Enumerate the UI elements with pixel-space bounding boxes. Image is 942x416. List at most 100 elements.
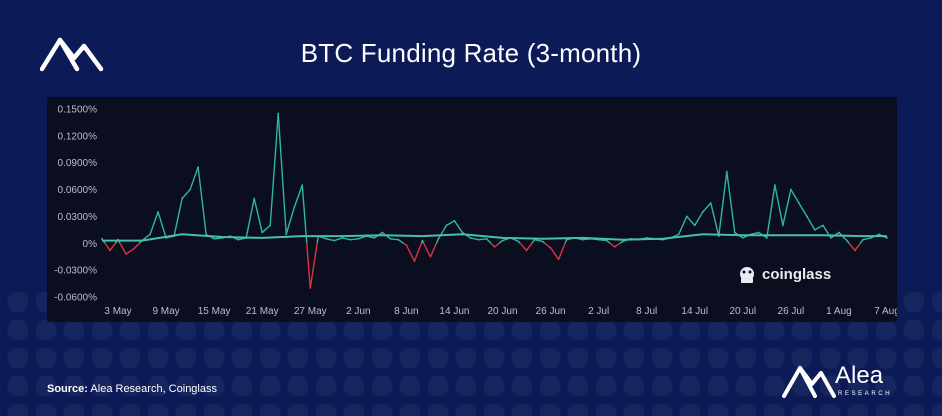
funding-rate-segment xyxy=(854,242,861,251)
funding-rate-segment xyxy=(694,211,704,226)
funding-rate-segment xyxy=(453,220,464,233)
funding-rate-segment xyxy=(678,216,688,235)
funding-rate-point xyxy=(261,231,264,234)
funding-rate-segment xyxy=(133,242,140,250)
funding-rate-segment xyxy=(214,237,223,240)
funding-rate-segment xyxy=(309,243,318,289)
x-tick-label: 2 Jun xyxy=(346,306,370,317)
funding-rate-point xyxy=(693,224,696,227)
funding-rate-point xyxy=(293,206,296,209)
funding-rate-segment xyxy=(557,243,566,260)
funding-rate-point xyxy=(357,237,360,240)
funding-rate-point xyxy=(846,239,848,242)
funding-rate-segment xyxy=(798,202,808,217)
funding-rate-segment xyxy=(686,215,696,226)
funding-rate-point xyxy=(613,245,616,248)
funding-rate-point xyxy=(469,237,472,239)
funding-rate-point xyxy=(389,237,392,240)
funding-rate-point xyxy=(421,239,424,242)
funding-rate-segment xyxy=(544,242,552,249)
funding-rate-point xyxy=(677,233,680,236)
funding-rate-segment xyxy=(245,198,255,239)
funding-rate-point xyxy=(581,238,584,241)
funding-rate-point xyxy=(838,231,840,234)
funding-rate-point xyxy=(237,238,240,241)
funding-rate-segment xyxy=(277,113,287,235)
x-tick-label: 14 Jun xyxy=(439,306,469,317)
funding-rate-point xyxy=(397,238,400,241)
funding-rate-segment xyxy=(334,237,343,242)
funding-rate-segment xyxy=(848,242,856,251)
funding-rate-point xyxy=(781,224,784,227)
funding-rate-segment xyxy=(726,171,736,233)
x-tick-label: 1 Aug xyxy=(826,306,852,317)
funding-rate-segment xyxy=(261,224,271,234)
funding-rate-point xyxy=(485,237,488,240)
funding-rate-point xyxy=(149,233,151,236)
funding-rate-segment xyxy=(173,198,183,237)
funding-rate-point xyxy=(301,184,304,186)
funding-rate-point xyxy=(717,235,720,238)
funding-rate-point xyxy=(773,184,776,186)
funding-rate-point xyxy=(181,197,184,200)
y-tick-label: -0.0600% xyxy=(54,293,97,304)
y-tick-label: 0% xyxy=(83,239,98,250)
funding-rate-point xyxy=(878,233,880,236)
funding-rate-segment xyxy=(423,242,432,258)
funding-rate-point xyxy=(205,233,208,236)
funding-rate-segment xyxy=(710,202,720,237)
funding-rate-point xyxy=(125,253,127,255)
alea-logo-icon xyxy=(782,366,836,398)
funding-rate-segment xyxy=(109,242,116,251)
funding-rate-segment xyxy=(397,239,405,244)
funding-rate-segment xyxy=(149,211,159,235)
coinglass-logo-icon xyxy=(740,267,754,283)
funding-rate-segment xyxy=(614,242,621,248)
funding-rate-segment xyxy=(750,231,759,236)
axis-ticks: 0.1500% 0.1200% 0.0900% 0.0600% 0.0300% 0% -0.… xyxy=(54,105,897,318)
funding-rate-point xyxy=(517,240,520,243)
funding-rate-segment xyxy=(306,243,311,289)
funding-rate-point xyxy=(349,238,352,241)
funding-rate-point xyxy=(733,231,736,234)
funding-rate-point xyxy=(373,237,376,239)
funding-rate-point xyxy=(862,238,864,241)
funding-rate-segment xyxy=(181,189,191,199)
funding-rate-point xyxy=(285,233,288,236)
funding-rate-segment xyxy=(316,236,319,244)
funding-rate-segment xyxy=(478,238,487,241)
funding-rate-segment xyxy=(494,242,500,248)
y-tick-label: -0.0300% xyxy=(54,266,97,277)
funding-rate-segment xyxy=(814,224,824,231)
funding-rate-point xyxy=(854,249,856,252)
chart-panel: 0.1500% 0.1200% 0.0900% 0.0600% 0.0300% 0% -0.… xyxy=(47,97,897,322)
funding-rate-point xyxy=(822,224,824,227)
x-tick-label: 14 Jul xyxy=(681,306,708,317)
coinglass-watermark-text: coinglass xyxy=(762,266,831,283)
funding-rate-segment xyxy=(519,242,528,251)
funding-rate-point xyxy=(741,237,744,239)
x-tick-label: 21 May xyxy=(246,306,279,317)
funding-rate-point xyxy=(253,197,256,200)
x-tick-label: 15 May xyxy=(198,306,231,317)
funding-rate-segment xyxy=(470,237,479,241)
funding-rate-point xyxy=(757,231,760,234)
funding-rate-point xyxy=(621,240,624,243)
funding-rate-point xyxy=(525,249,528,252)
source-label: Source: xyxy=(47,383,88,395)
funding-rate-point xyxy=(461,231,464,234)
funding-rate-segment xyxy=(125,248,135,255)
funding-rate-segment xyxy=(806,216,816,231)
funding-rate-point xyxy=(725,170,728,173)
x-tick-label: 27 May xyxy=(294,306,327,317)
funding-rate-segment xyxy=(429,242,438,258)
funding-rate-segment xyxy=(534,239,543,243)
funding-rate-point xyxy=(101,237,103,240)
funding-rate-point xyxy=(557,258,560,261)
funding-rate-segment xyxy=(197,167,207,235)
funding-rate-segment xyxy=(285,207,295,235)
funding-rate-segment xyxy=(862,237,872,241)
x-tick-label: 2 Jul xyxy=(588,306,609,317)
funding-rate-point xyxy=(189,188,192,191)
funding-rate-segment xyxy=(766,184,776,239)
